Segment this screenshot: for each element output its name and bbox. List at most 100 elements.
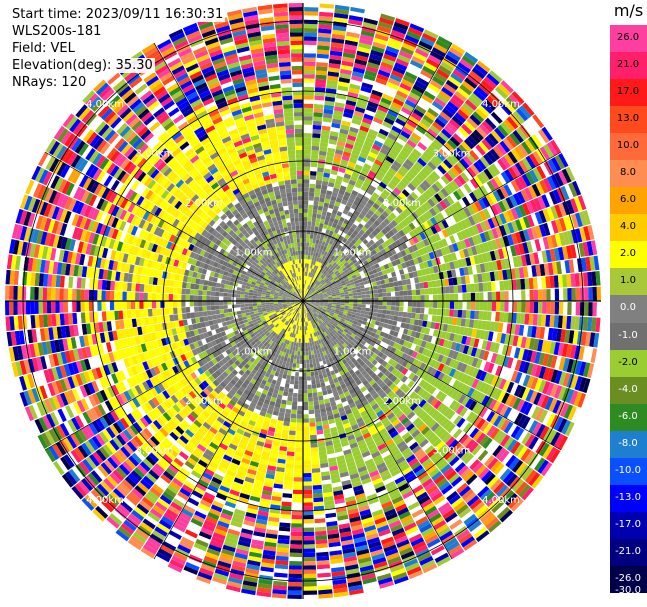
range-gate: [460, 219, 468, 230]
range-gate: [227, 297, 232, 301]
range-gate: [131, 283, 136, 292]
range-gate: [435, 39, 450, 50]
range-gate: [293, 95, 303, 100]
range-gate: [472, 189, 482, 201]
range-gate: [379, 166, 388, 175]
range-gate: [354, 182, 363, 189]
range-gate: [465, 152, 476, 164]
range-gate: [524, 139, 536, 153]
range-gate: [335, 291, 340, 294]
range-gate: [531, 226, 539, 239]
range-gate: [336, 239, 342, 245]
range-gate: [375, 199, 383, 207]
range-gate: [303, 95, 314, 100]
range-gate: [448, 277, 454, 286]
range-gate: [185, 288, 191, 295]
range-gate: [290, 221, 296, 227]
range-gate: [393, 253, 399, 260]
range-gate: [364, 177, 373, 185]
range-gate: [292, 234, 297, 239]
range-gate: [306, 238, 310, 243]
range-gate: [383, 53, 397, 62]
range-gate: [455, 130, 467, 141]
range-gate: [398, 180, 407, 189]
range-gate: [181, 313, 187, 320]
range-gate: [387, 272, 393, 279]
range-gate: [530, 240, 538, 253]
range-gate: [177, 301, 182, 308]
range-gate: [317, 272, 322, 277]
range-gate: [331, 273, 336, 278]
range-gate: [401, 42, 416, 52]
range-gate: [366, 155, 376, 163]
range-gate: [372, 162, 381, 171]
range-gate: [416, 295, 421, 301]
range-gate: [386, 296, 392, 301]
range-gate: [332, 297, 337, 300]
range-gate: [336, 282, 342, 286]
range-gate: [424, 201, 433, 210]
range-gate: [581, 257, 587, 272]
range-gate: [336, 175, 344, 182]
range-gate: [473, 175, 483, 187]
range-gate: [412, 295, 417, 301]
range-gate: [337, 267, 343, 272]
range-gate: [312, 238, 317, 244]
range-gate: [325, 215, 331, 222]
range-gate: [357, 295, 362, 299]
range-gate: [333, 218, 339, 225]
range-gate: [292, 74, 303, 79]
range-gate: [322, 290, 327, 294]
range-gate: [295, 221, 299, 226]
range-gate: [417, 101, 429, 111]
range-gate: [211, 286, 216, 292]
range-gate: [422, 191, 431, 201]
range-gate: [500, 259, 507, 270]
range-gate: [248, 295, 253, 299]
range-gate: [235, 294, 241, 298]
range-gate: [369, 293, 375, 298]
range-gate: [303, 246, 306, 251]
range-gate: [324, 271, 329, 276]
range-gate: [293, 208, 299, 214]
range-gate: [591, 271, 597, 286]
range-gate: [507, 279, 513, 291]
range-gate: [252, 305, 258, 309]
range-gate: [309, 272, 313, 277]
range-gate: [439, 256, 445, 264]
range-gate: [440, 210, 449, 220]
range-gate: [310, 166, 317, 172]
range-gate: [308, 196, 314, 201]
range-gate: [347, 221, 354, 227]
range-gate: [338, 286, 343, 290]
range-gate: [370, 181, 379, 189]
range-gate: [355, 216, 363, 223]
range-gate: [383, 263, 390, 270]
range-gate: [359, 125, 370, 133]
range-gate: [572, 258, 579, 273]
range-gate: [313, 291, 318, 295]
range-gate: [411, 244, 419, 252]
range-gate: [445, 286, 450, 294]
range-gate: [545, 249, 552, 263]
range-gate: [419, 262, 425, 270]
range-gate: [371, 230, 378, 237]
range-gate: [433, 241, 441, 250]
range-gate: [352, 289, 357, 294]
range-gate: [328, 258, 333, 264]
range-gate: [512, 130, 524, 143]
range-gate: [508, 93, 522, 108]
range-gate: [287, 196, 293, 202]
range-gate: [364, 287, 370, 292]
range-gate: [404, 142, 415, 152]
range-gate: [406, 95, 419, 105]
range-gate: [389, 105, 401, 114]
range-gate: [382, 210, 390, 218]
range-gate: [312, 284, 317, 288]
range-gate: [421, 32, 437, 43]
range-gate: [379, 101, 391, 110]
range-gate: [535, 181, 545, 196]
range-gate: [550, 157, 562, 172]
range-gate: [152, 285, 157, 293]
range-gate: [303, 61, 316, 67]
